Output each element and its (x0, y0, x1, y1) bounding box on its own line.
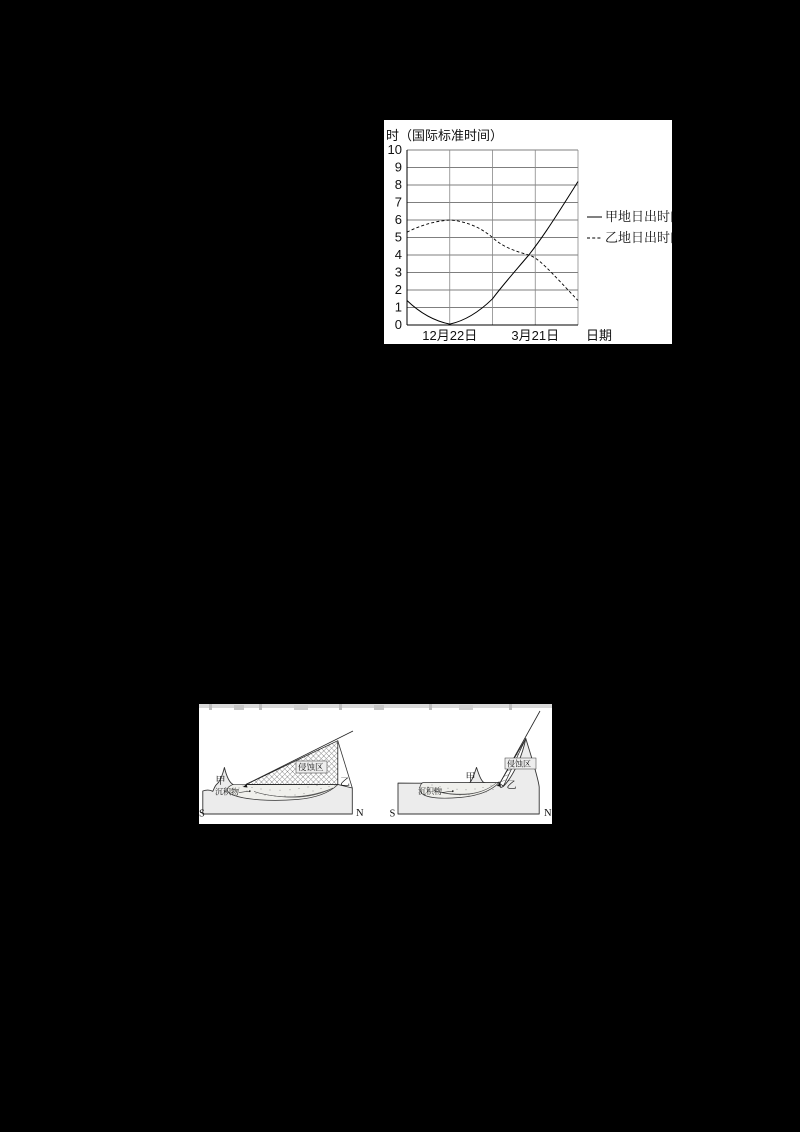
svg-text:甲: 甲 (216, 772, 226, 787)
svg-text:8: 8 (395, 177, 402, 192)
svg-text:5: 5 (395, 230, 402, 245)
svg-text:10: 10 (388, 142, 402, 157)
svg-text:1: 1 (395, 300, 402, 315)
svg-text:侵蚀区: 侵蚀区 (507, 759, 531, 770)
svg-text:2: 2 (395, 282, 402, 297)
svg-text:时（国际标准时间）: 时（国际标准时间） (386, 128, 503, 143)
svg-text:S: S (390, 809, 396, 820)
svg-text:甲地日出时间: 甲地日出时间 (605, 206, 672, 225)
svg-text:乙地日出时间: 乙地日出时间 (605, 227, 672, 246)
svg-text:侵蚀区: 侵蚀区 (298, 761, 324, 773)
svg-text:N: N (544, 808, 552, 819)
svg-text:6: 6 (395, 212, 402, 227)
svg-text:N: N (356, 808, 364, 819)
svg-text:9: 9 (395, 160, 402, 175)
svg-text:乙: 乙 (507, 777, 517, 792)
svg-text:日期: 日期 (586, 328, 612, 343)
svg-text:7: 7 (395, 195, 402, 210)
svg-text:0: 0 (395, 317, 402, 332)
svg-text:3: 3 (395, 265, 402, 280)
svg-text:S: S (199, 809, 205, 820)
svg-text:甲: 甲 (466, 769, 476, 784)
svg-text:4: 4 (395, 247, 402, 262)
svg-text:沉积物: 沉积物 (418, 786, 442, 797)
svg-text:3月21日: 3月21日 (511, 328, 559, 343)
svg-text:沉积物: 沉积物 (215, 787, 239, 798)
svg-text:12月22日: 12月22日 (422, 328, 477, 343)
